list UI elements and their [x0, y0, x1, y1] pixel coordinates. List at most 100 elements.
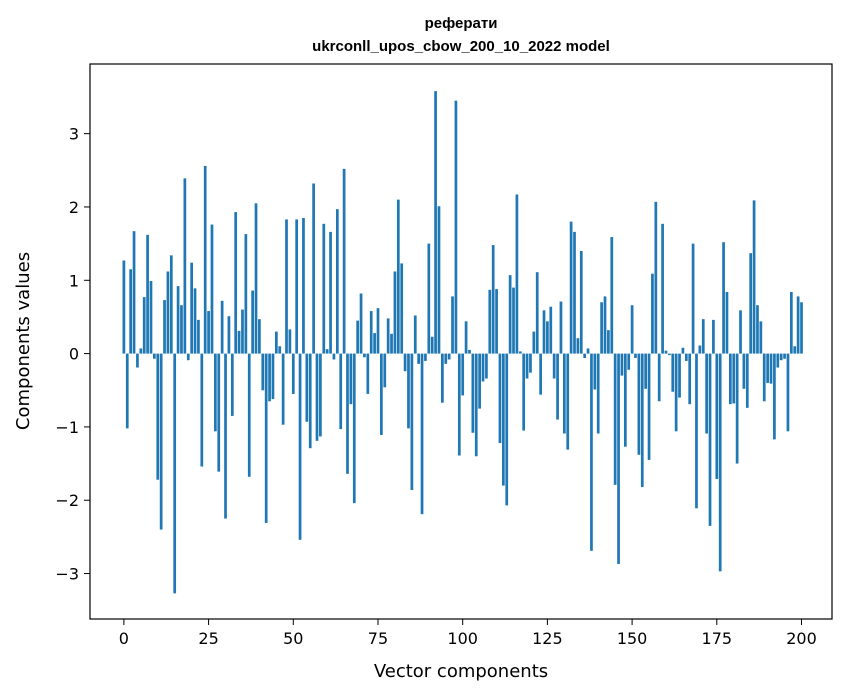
bar-55	[308, 353, 312, 449]
bar-135	[579, 250, 583, 354]
x-tick-label: 150	[617, 629, 648, 648]
bar-73	[369, 311, 373, 354]
bar-128	[556, 353, 559, 420]
bar-96	[447, 353, 451, 360]
bar-52	[298, 353, 302, 540]
bar-184	[745, 353, 749, 408]
bar-181	[735, 353, 739, 464]
bar-28	[217, 353, 221, 472]
bar-160	[664, 350, 668, 354]
bar-58	[319, 353, 322, 437]
bar-127	[552, 353, 556, 379]
bar-1	[125, 353, 129, 429]
bar-113	[505, 353, 509, 506]
bar-80	[393, 271, 397, 354]
x-tick-label: 75	[368, 629, 388, 648]
bar-98	[454, 100, 458, 354]
bar-134	[576, 338, 580, 354]
bar-126	[549, 306, 553, 354]
bar-29	[220, 300, 224, 354]
bar-183	[742, 353, 746, 389]
x-tick-label: 100	[447, 629, 478, 648]
bar-104	[474, 353, 478, 457]
bar-47	[281, 353, 285, 425]
y-tick-label: −1	[55, 418, 79, 437]
bar-41	[261, 353, 265, 391]
bar-158	[657, 353, 661, 402]
bar-8	[149, 281, 153, 354]
bar-67	[349, 353, 353, 405]
bar-13	[166, 271, 170, 354]
bar-199	[796, 296, 800, 354]
bar-115	[512, 287, 515, 354]
bar-164	[678, 353, 681, 398]
bar-20	[190, 262, 193, 354]
bar-153	[640, 353, 644, 488]
bar-141	[600, 302, 603, 354]
bar-145	[613, 353, 617, 485]
bar-159	[661, 223, 664, 354]
bar-51	[295, 219, 299, 354]
x-axis-label: Vector components	[374, 661, 548, 682]
bar-152	[637, 353, 641, 455]
bar-33	[234, 212, 238, 354]
bar-147	[620, 353, 624, 376]
bar-81	[396, 199, 400, 354]
bar-117	[518, 351, 522, 354]
bar-166	[684, 353, 688, 361]
x-tick-label: 200	[786, 629, 817, 648]
bar-95	[444, 353, 448, 364]
x-axis-ticks: 0 25 50 75 100 125 150 175 200	[119, 619, 817, 648]
bar-114	[508, 275, 512, 354]
bar-87	[417, 353, 420, 364]
bar-31	[227, 316, 231, 354]
bar-18	[183, 178, 187, 354]
bar-143	[607, 330, 610, 354]
bar-99	[457, 353, 461, 456]
bar-85	[410, 353, 414, 490]
bar-4	[136, 353, 139, 368]
bar-48	[285, 219, 288, 354]
bar-121	[532, 331, 536, 354]
bar-54	[305, 353, 309, 422]
bar-40	[258, 319, 261, 354]
bar-11	[159, 353, 163, 530]
bar-116	[515, 194, 519, 354]
bar-50	[291, 353, 295, 394]
bar-187	[756, 305, 759, 354]
bar-106	[481, 353, 485, 382]
bar-32	[230, 353, 234, 416]
chart-title: реферати	[425, 15, 498, 32]
bar-64	[339, 353, 343, 430]
bar-139	[593, 353, 597, 390]
bar-177	[722, 242, 725, 354]
bar-77	[383, 353, 387, 388]
bar-78	[386, 318, 390, 354]
bar-57	[315, 353, 319, 441]
bar-142	[603, 296, 607, 354]
bar-14	[169, 255, 173, 354]
bar-56	[312, 183, 315, 354]
y-tick-label: −2	[55, 491, 79, 510]
bar-111	[498, 353, 502, 444]
bar-130	[562, 353, 566, 434]
bar-133	[573, 231, 576, 354]
bar-19	[186, 353, 190, 361]
bar-84	[407, 353, 410, 429]
bar-34	[237, 330, 241, 354]
bar-23	[200, 353, 204, 467]
bar-62	[332, 353, 336, 360]
bar-82	[400, 263, 404, 354]
bar-5	[139, 348, 143, 354]
bar-188	[759, 321, 763, 354]
bar-21	[193, 288, 197, 354]
bar-122	[535, 272, 539, 354]
bar-175	[715, 353, 719, 479]
bar-162	[671, 353, 675, 392]
bar-173	[708, 353, 712, 526]
bar-120	[529, 353, 532, 373]
bar-137	[586, 348, 590, 354]
bar-163	[674, 353, 678, 432]
bar-155	[647, 353, 651, 460]
